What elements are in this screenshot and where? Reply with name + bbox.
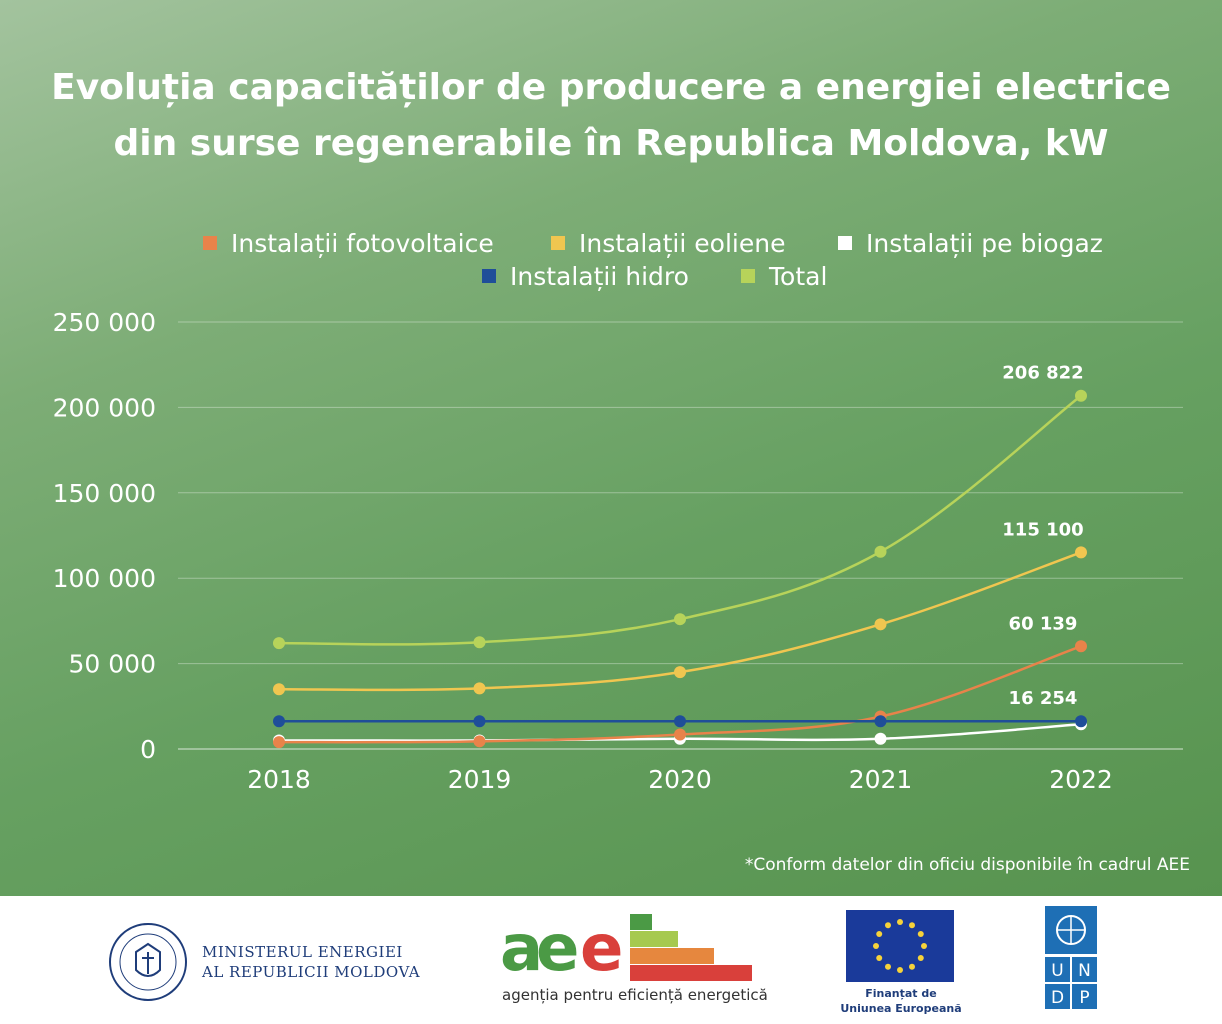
aee-brand-mark-icon: a e e — [500, 912, 752, 986]
eu-caption-line2: Uniunea Europeană — [840, 1002, 962, 1015]
legend-swatch — [838, 236, 852, 250]
chart-title: Evoluția capacităților de producere a en… — [51, 67, 1171, 164]
data-point — [273, 736, 285, 749]
ministry-name-line1: MINISTERUL ENERGIEI — [202, 943, 403, 961]
data-point — [874, 732, 887, 745]
svg-text:e: e — [536, 914, 579, 984]
data-label: 115 100 — [1002, 519, 1083, 540]
eu-star-icon — [897, 967, 903, 973]
data-point — [473, 735, 486, 748]
y-tick-label: 250 000 — [53, 308, 156, 337]
legend-swatch — [551, 236, 565, 250]
aee-name: agenția pentru eficiență energetică — [502, 986, 768, 1004]
data-point — [273, 637, 285, 650]
legend-label: Instalații fotovoltaice — [231, 229, 494, 258]
series-line — [278, 645, 1082, 744]
data-point — [674, 613, 686, 626]
x-tick-label: 2020 — [648, 765, 712, 794]
eu-star-icon — [897, 919, 903, 925]
sponsor-footer: MINISTERUL ENERGIEI AL REPUBLICII MOLDOV… — [0, 896, 1222, 1024]
data-point — [273, 715, 285, 728]
eu-star-icon — [917, 955, 924, 961]
eu-star-icon — [909, 922, 915, 929]
eu-star-icon — [909, 963, 915, 970]
data-point — [674, 715, 686, 728]
aee-logo: a e e agenția pentru eficiență energetic… — [500, 912, 768, 1014]
data-point — [473, 682, 486, 695]
data-point — [1075, 640, 1087, 653]
data-point — [874, 715, 887, 728]
data-point — [1075, 715, 1087, 728]
undp-letter-n: N — [1078, 961, 1091, 981]
x-tick-label: 2022 — [1049, 765, 1113, 794]
data-point — [1075, 389, 1087, 402]
legend-label: Instalații eoliene — [579, 229, 785, 258]
legend-label: Instalații hidro — [510, 262, 689, 291]
x-tick-label: 2019 — [448, 765, 512, 794]
data-label: 60 139 — [1009, 613, 1078, 634]
undp-logo: U N D P — [1045, 906, 1097, 1010]
eu-star-icon — [921, 943, 927, 949]
eu-flag-icon — [846, 910, 954, 982]
x-tick-label: 2021 — [849, 765, 913, 794]
undp-letter-u: U — [1051, 961, 1063, 981]
line-chart: 0 50 000 100 000 150 000 200 000 250 000 2018 2… — [53, 229, 1113, 794]
series-line — [278, 394, 1082, 646]
ministry-name-line2: AL REPUBLICII MOLDOVA — [202, 963, 421, 981]
svg-text:e: e — [580, 914, 623, 984]
data-point — [273, 683, 285, 696]
x-tick-label: 2018 — [247, 765, 311, 794]
data-label: 16 254 — [1009, 688, 1078, 709]
eu-star-icon — [876, 931, 883, 937]
data-point — [1075, 546, 1087, 559]
y-tick-label: 150 000 — [53, 479, 156, 508]
eu-star-icon — [885, 963, 891, 970]
legend-swatch — [203, 236, 217, 250]
ministry-logo: MINISTERUL ENERGIEI AL REPUBLICII MOLDOV… — [106, 914, 426, 1010]
y-tick-label: 100 000 — [53, 564, 156, 593]
y-tick-label: 0 — [140, 735, 156, 764]
data-point — [473, 715, 486, 728]
eu-star-icon — [917, 931, 924, 937]
data-label: 206 822 — [1002, 363, 1083, 384]
legend-swatch — [482, 269, 496, 283]
data-point — [874, 618, 887, 631]
data-point — [874, 545, 887, 558]
eu-star-icon — [873, 943, 879, 949]
y-tick-label: 50 000 — [69, 650, 156, 679]
footnote: *Conform datelor din oficiu disponibile … — [744, 855, 1190, 875]
undp-letter-d: D — [1051, 988, 1064, 1008]
data-point — [473, 636, 486, 649]
eu-logo: Finanțat de Uniunea Europeană — [826, 910, 976, 1020]
infographic-poster: Evoluția capacităților de producere a en… — [0, 0, 1222, 896]
eu-star-icon — [876, 955, 883, 961]
eu-star-icon — [885, 922, 891, 929]
legend-label: Total — [768, 262, 827, 291]
legend-label: Instalații pe biogaz — [866, 229, 1103, 258]
svg-text:a: a — [500, 914, 543, 984]
data-point — [674, 728, 686, 741]
undp-letter-p: P — [1079, 988, 1089, 1008]
undp-emblem-icon: U N D P — [1045, 906, 1097, 1009]
legend-swatch — [741, 269, 755, 283]
eu-caption-line1: Finanțat de — [865, 987, 937, 1000]
y-tick-label: 200 000 — [53, 393, 156, 422]
data-point — [674, 666, 686, 679]
moldova-coat-of-arms-icon — [109, 923, 187, 1001]
